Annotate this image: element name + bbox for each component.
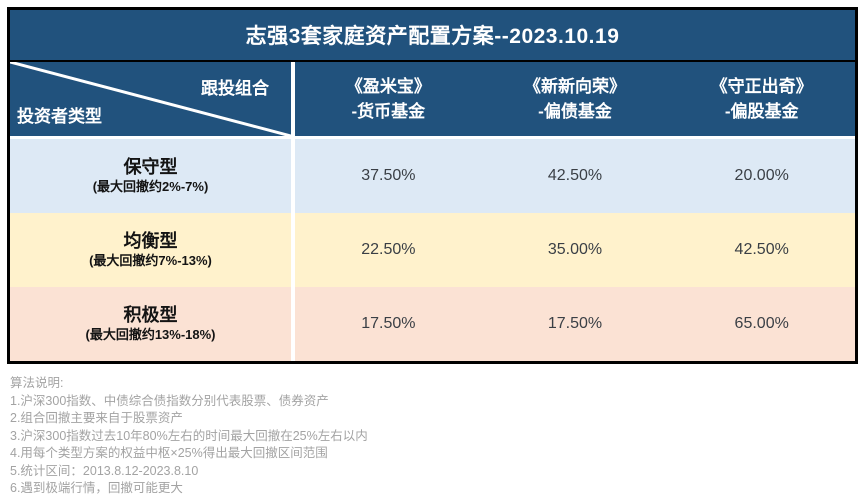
allocation-value: 35.00% (547, 241, 603, 258)
allocation-value: 65.00% (734, 315, 789, 332)
notes-heading: 算法说明: (10, 376, 64, 390)
fund-subtitle: -偏债基金 (538, 102, 612, 121)
table-row-aggressive: 积极型 (最大回撤约13%-18%) 17.50% 17.50% 65.00% (10, 287, 855, 361)
corner-label-portfolios: 跟投组合 (201, 79, 269, 98)
allocation-value: 42.50% (734, 241, 789, 258)
allocation-value: 22.50% (361, 241, 416, 258)
note-line: 2.组合回撤主要来自于股票资产 (10, 411, 183, 425)
header-body-divider (10, 136, 855, 139)
max-drawdown-label: (最大回撤约7%-13%) (89, 253, 212, 269)
diagonal-divider-line (10, 62, 291, 136)
note-line: 1.沪深300指数、中债综合债指数分别代表股票、债券资产 (10, 393, 329, 408)
allocation-value: 17.50% (361, 315, 416, 332)
note-line: 3.沪深300指数过去10年80%左右的时间最大回撤在25%左右以内 (10, 428, 368, 443)
column-divider (291, 62, 295, 136)
algorithm-notes: 算法说明: 1.沪深300指数、中债综合债指数分别代表股票、债券资产 2.组合回… (10, 375, 368, 498)
allocation-value: 42.50% (547, 167, 603, 184)
column-header-yingmibao: 《盈米宝》 -货币基金 (295, 62, 482, 136)
fund-name: 《盈米宝》 (345, 76, 431, 96)
allocation-value: 17.50% (547, 315, 603, 332)
row-label-cell: 积极型 (最大回撤约13%-18%) (10, 287, 291, 361)
investor-type-label: 均衡型 (123, 230, 178, 251)
row-label-cell: 保守型 (最大回撤约2%-7%) (10, 139, 291, 213)
allocation-values: 37.50% 42.50% 20.00% (295, 139, 855, 213)
table-header-row: 跟投组合 投资者类型 《盈米宝》 -货币基金 《新新向荣》 -偏债基金 《守正出… (10, 62, 855, 136)
column-divider (291, 213, 295, 287)
corner-header-cell: 跟投组合 投资者类型 (10, 62, 291, 136)
max-drawdown-label: (最大回撤约13%-18%) (85, 327, 216, 343)
fund-subtitle: -偏股基金 (724, 102, 799, 121)
column-header-xinxinxiangrong: 《新新向荣》 -偏债基金 (482, 62, 669, 136)
fund-column-headers: 《盈米宝》 -货币基金 《新新向荣》 -偏债基金 《守正出奇》 -偏股基金 (295, 62, 855, 136)
note-line: 6.遇到极端行情，回撤可能更大 (10, 481, 183, 495)
column-header-shouzhengchuqi: 《守正出奇》 -偏股基金 (668, 62, 855, 136)
fund-subtitle: -货币基金 (351, 102, 426, 121)
table-row-conservative: 保守型 (最大回撤约2%-7%) 37.50% 42.50% 20.00% (10, 139, 855, 213)
investor-type-label: 保守型 (123, 156, 178, 177)
fund-name: 《守正出奇》 (710, 76, 813, 96)
fund-name: 《新新向荣》 (524, 76, 626, 96)
allocation-value: 20.00% (734, 167, 789, 184)
note-line: 5.统计区间：2013.8.12-2023.8.10 (10, 463, 199, 478)
allocation-table: 志强3套家庭资产配置方案--2023.10.19 跟投组合 投资者类型 《盈米宝… (7, 7, 858, 364)
allocation-values: 22.50% 35.00% 42.50% (295, 213, 855, 287)
allocation-value: 37.50% (361, 167, 416, 184)
column-divider (291, 287, 295, 361)
row-label-cell: 均衡型 (最大回撤约7%-13%) (10, 213, 291, 287)
table-row-balanced: 均衡型 (最大回撤约7%-13%) 22.50% 35.00% 42.50% (10, 213, 855, 287)
investor-type-label: 积极型 (123, 304, 178, 325)
allocation-values: 17.50% 17.50% 65.00% (295, 287, 855, 361)
note-line: 4.用每个类型方案的权益中枢×25%得出最大回撤区间范围 (10, 446, 328, 460)
max-drawdown-label: (最大回撤约2%-7%) (92, 179, 209, 195)
column-divider (291, 139, 295, 213)
table-title: 志强3套家庭资产配置方案--2023.10.19 (10, 10, 855, 62)
corner-label-investor-type: 投资者类型 (17, 107, 102, 126)
